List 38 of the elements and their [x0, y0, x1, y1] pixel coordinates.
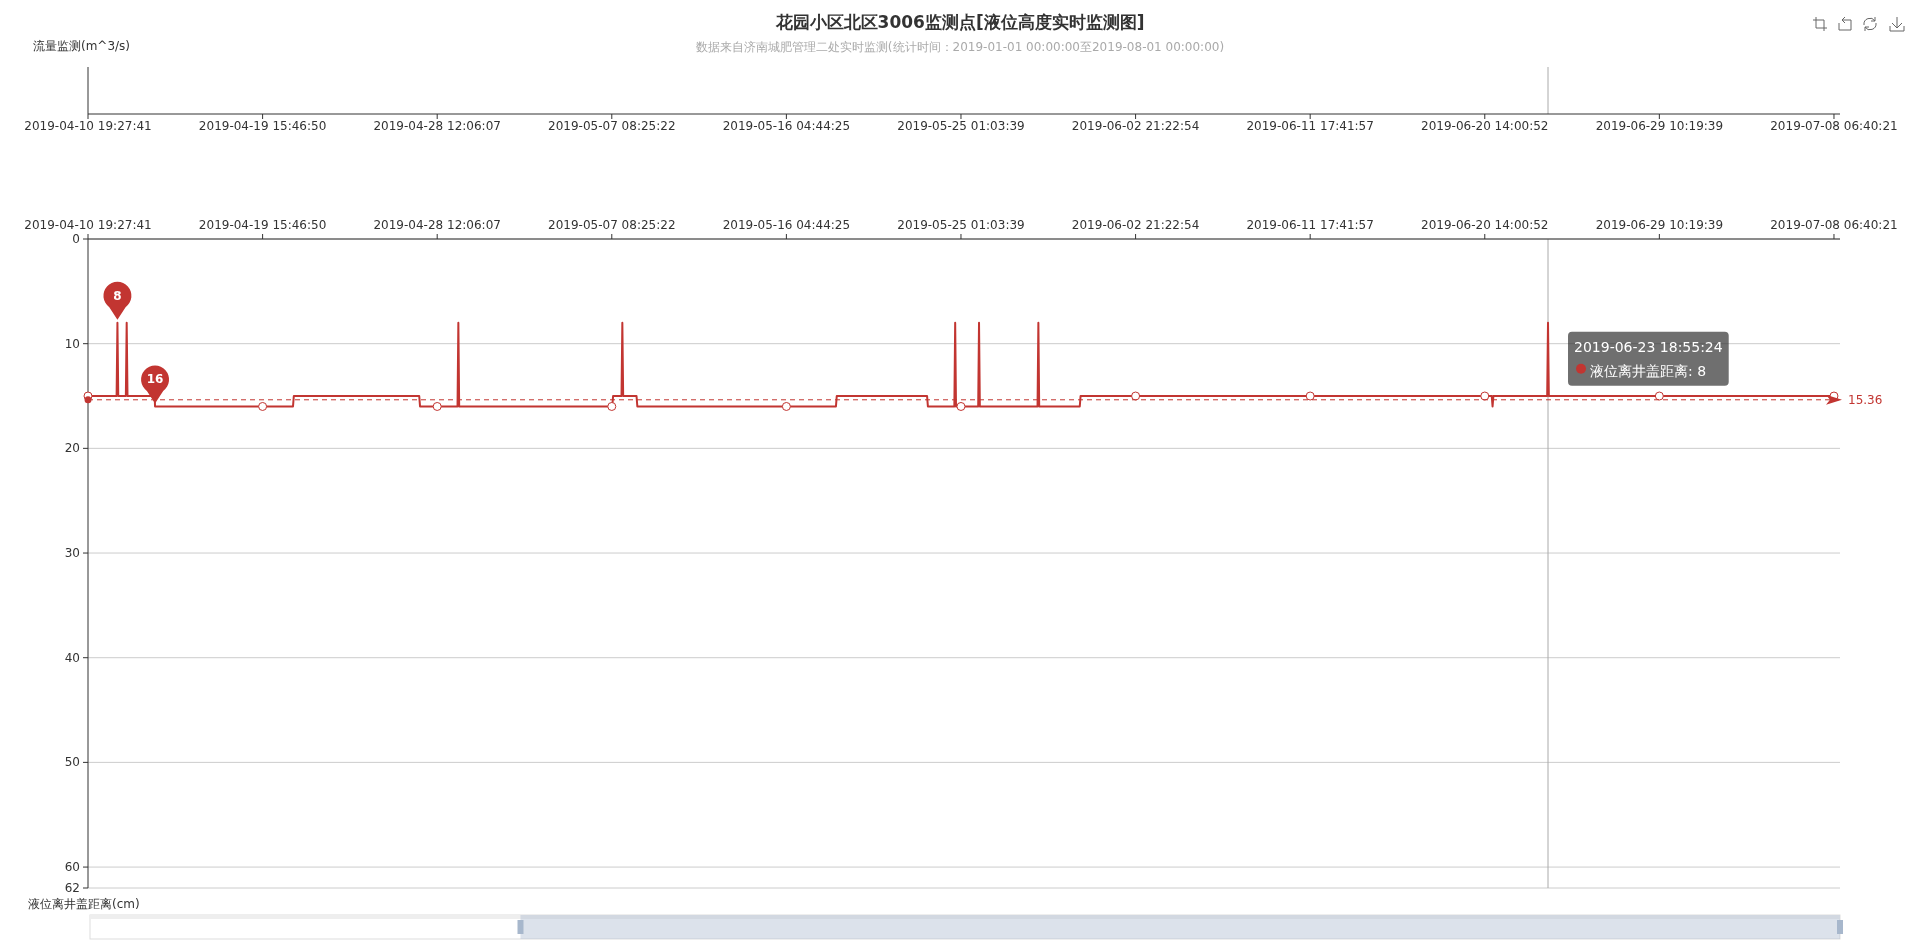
y-tick-label: 40 [64, 650, 80, 665]
chart-subtitle: 数据来自济南城肥管理二处实时监测(统计时间：2019-01-01 00:00:00至2019-08-01 00:00:00) [695, 40, 1225, 54]
x2-tick-label: 2019-04-19 15:46:50 [198, 119, 327, 133]
x2-tick-label: 2019-05-16 04:44:25 [722, 119, 851, 133]
ref-line-label: 15.36 [1848, 392, 1883, 407]
annotation: 2019-06-23 18:55:24 液位离井盖距离: 8 [1574, 338, 1723, 379]
x-tick-label: 2019-04-28 12:06:07 [373, 218, 501, 232]
x2-tick-label: 2019-06-02 21:22:54 [1071, 119, 1200, 133]
x2-tick-label: 2019-06-11 17:41:57 [1246, 119, 1374, 133]
data-label: 16 [146, 372, 164, 387]
y-tick-label: 60 [64, 860, 80, 875]
x-tick-label: 2019-05-25 01:03:39 [897, 218, 1025, 232]
x-tick-label: 2019-06-29 10:19:39 [1595, 218, 1724, 232]
x-tick-label: 2019-05-07 08:25:22 [548, 218, 676, 232]
x-tick-label: 2019-04-19 15:46:50 [198, 218, 327, 232]
text: 流量监测(m^3/s) [33, 39, 131, 53]
y-tick-label: 62 [64, 881, 80, 895]
y-tick-label: 0 [72, 232, 80, 246]
x-tick-label: 2019-04-10 19:27:41 [24, 218, 152, 232]
x2-tick-label: 2019-06-20 14:00:52 [1421, 119, 1549, 133]
x2-tick-label: 2019-04-28 12:06:07 [373, 119, 501, 133]
x2-tick-label: 2019-05-25 01:03:39 [897, 119, 1025, 133]
x-tick-label: 2019-06-02 21:22:54 [1071, 218, 1200, 232]
x-tick-label: 2019-05-16 04:44:25 [722, 218, 851, 232]
y-axis-title: 液位离井盖距离(cm) [28, 897, 140, 911]
x2-tick-label: 2019-04-10 19:27:41 [24, 119, 152, 133]
chart-title: 花园小区北区3006监测点[液位高度实时监测图] [774, 12, 1145, 32]
data-label: 8 [113, 288, 122, 303]
x-tick-label: 2019-07-08 06:40:21 [1770, 218, 1898, 232]
y-tick-label: 20 [64, 441, 80, 456]
x-tick-label: 2019-06-20 14:00:52 [1421, 218, 1549, 232]
x-tick-label: 2019-06-11 17:41:57 [1246, 218, 1374, 232]
y-tick-label: 30 [64, 546, 80, 561]
y-tick-label: 10 [64, 336, 80, 351]
x2-tick-label: 2019-07-08 06:40:21 [1770, 119, 1898, 133]
x2-tick-label: 2019-06-29 10:19:39 [1595, 119, 1724, 133]
y-tick-label: 50 [64, 755, 80, 770]
x2-tick-label: 2019-05-07 08:25:22 [548, 119, 676, 133]
